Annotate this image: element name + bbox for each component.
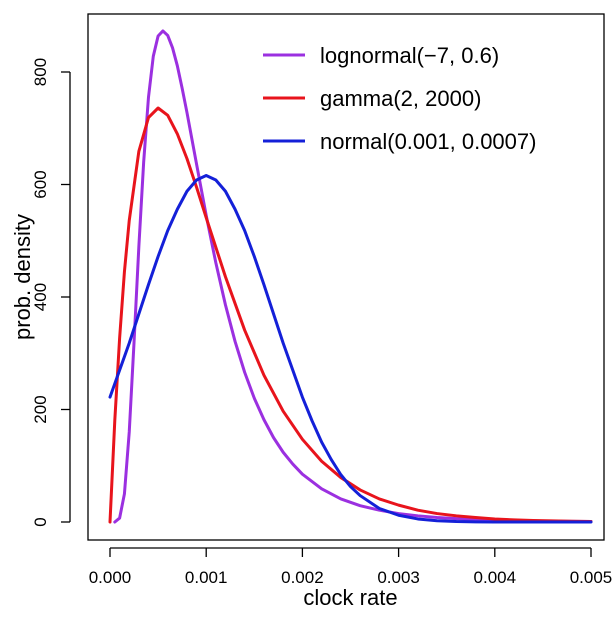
x-tick-label: 0.003 — [377, 568, 420, 587]
y-tick-label: 200 — [31, 395, 50, 423]
series-line-1 — [113, 29, 593, 524]
y-tick-label: 600 — [31, 170, 50, 198]
y-tick-label: 0 — [31, 517, 50, 526]
y-tick-label: 400 — [31, 283, 50, 311]
plot-area-frame — [87, 13, 605, 541]
legend: lognormal(−7, 0.6) gamma(2, 2000) normal(0… — [263, 43, 536, 154]
y-axis-title: prob. density — [10, 214, 35, 340]
x-tick-label: 0.005 — [570, 568, 613, 587]
x-tick-label: 0.000 — [89, 568, 132, 587]
x-axis: 0.000 0.001 0.002 0.003 0.004 0.005 — [89, 547, 613, 587]
x-tick-label: 0.002 — [281, 568, 324, 587]
legend-label-3: normal(0.001, 0.0007) — [320, 129, 536, 154]
x-axis-title: clock rate — [303, 585, 397, 610]
y-tick-label: 800 — [31, 58, 50, 86]
x-tick-label: 0.004 — [474, 568, 517, 587]
x-tick-label: 0.001 — [185, 568, 228, 587]
series-curves — [108, 29, 593, 524]
legend-label-1: lognormal(−7, 0.6) — [320, 43, 499, 68]
legend-label-2: gamma(2, 2000) — [320, 86, 481, 111]
series-line-3 — [108, 174, 593, 524]
series-line-2 — [108, 106, 593, 524]
y-axis: 0 200 400 600 800 — [31, 58, 71, 527]
